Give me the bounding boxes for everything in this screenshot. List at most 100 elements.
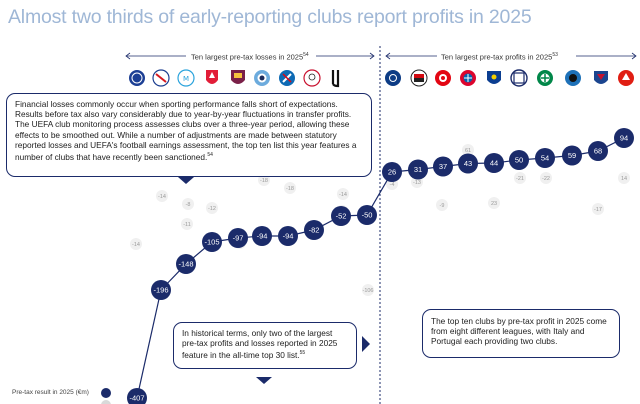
data-point bbox=[202, 232, 222, 252]
data-point bbox=[408, 159, 428, 180]
marseille-crest-icon: M bbox=[177, 69, 195, 87]
data-point bbox=[562, 145, 582, 166]
background-point bbox=[462, 144, 474, 156]
background-label: -8 bbox=[186, 202, 191, 208]
data-point bbox=[304, 220, 324, 240]
data-point bbox=[331, 206, 351, 226]
background-label: 23 bbox=[491, 201, 497, 207]
background-label: -14 bbox=[339, 192, 347, 198]
data-label: -97 bbox=[233, 234, 244, 243]
data-point bbox=[151, 280, 171, 300]
background-point bbox=[181, 218, 193, 230]
svg-text:M: M bbox=[183, 75, 189, 83]
data-label: -94 bbox=[257, 232, 268, 241]
legend-label: Pre-tax result in 2025 (€m) bbox=[12, 389, 89, 396]
atalanta-crest-icon bbox=[565, 70, 581, 86]
aston-villa-crest-icon bbox=[231, 70, 245, 84]
crystal-palace-crest-icon bbox=[594, 71, 608, 84]
losses-header-rule bbox=[125, 52, 375, 60]
legend-swatch bbox=[101, 388, 111, 398]
data-point bbox=[382, 162, 402, 182]
profits-section-heading: Ten largest pre-tax profits in 202553 bbox=[441, 52, 558, 62]
background-label: -18 bbox=[286, 186, 294, 192]
inter-crest-icon bbox=[510, 69, 528, 87]
profits-callout: The top ten clubs by pre-tax profit in 2… bbox=[422, 309, 620, 358]
background-label: -12 bbox=[208, 206, 216, 212]
data-point bbox=[228, 228, 248, 248]
background-label: -14 bbox=[158, 194, 166, 200]
celtic-crest-icon bbox=[537, 70, 553, 86]
lille-crest-icon bbox=[618, 70, 634, 86]
feyenoord-crest-icon bbox=[410, 69, 428, 87]
data-label: -50 bbox=[362, 211, 373, 220]
losses-callout: Financial losses commonly occur when spo… bbox=[6, 93, 372, 177]
strasbourg-crest-icon bbox=[279, 70, 295, 86]
background-label: -17 bbox=[594, 207, 602, 213]
data-label: -94 bbox=[283, 232, 294, 241]
data-point bbox=[535, 148, 555, 168]
background-point bbox=[540, 172, 552, 184]
ajax-crest-icon bbox=[303, 69, 321, 87]
nottingham-forest-crest-icon bbox=[206, 70, 218, 84]
background-label: -14 bbox=[132, 242, 140, 248]
background-label: -11 bbox=[183, 222, 191, 228]
data-label: 31 bbox=[414, 165, 422, 174]
page-title: Almost two thirds of early-reporting clu… bbox=[8, 6, 532, 28]
data-label: 59 bbox=[568, 151, 576, 160]
data-points: -407 -196 -148 -105 -97 -94 -94 -82 -52 -50 26 31 37… bbox=[127, 128, 634, 404]
down-arrow-icon bbox=[178, 177, 194, 184]
background-point bbox=[436, 199, 448, 211]
background-point bbox=[362, 284, 374, 296]
data-point bbox=[614, 128, 634, 148]
data-label: -407 bbox=[129, 394, 144, 403]
data-label: -52 bbox=[336, 212, 347, 221]
lyon-crest-icon bbox=[152, 69, 170, 87]
history-callout: In historical terms, only two of the lar… bbox=[173, 322, 357, 369]
data-label: -196 bbox=[153, 286, 168, 295]
background-label: -106 bbox=[362, 288, 373, 294]
data-label: 43 bbox=[464, 159, 472, 168]
background-label: -9 bbox=[440, 203, 445, 209]
data-point bbox=[509, 150, 529, 170]
background-point bbox=[618, 172, 630, 184]
background-label: -21 bbox=[516, 176, 524, 182]
data-label: 54 bbox=[541, 154, 549, 163]
chelsea-crest-icon bbox=[129, 70, 145, 86]
background-point bbox=[488, 197, 500, 209]
data-label: 26 bbox=[388, 168, 396, 177]
data-point bbox=[127, 388, 147, 404]
background-label: -4 bbox=[390, 182, 395, 188]
data-point bbox=[484, 153, 504, 173]
data-label: 68 bbox=[594, 147, 602, 156]
background-point bbox=[156, 190, 168, 202]
porto-crest-icon bbox=[487, 71, 501, 84]
data-label: -105 bbox=[204, 238, 219, 247]
right-arrow-icon bbox=[362, 336, 370, 352]
background-label: 61 bbox=[465, 148, 471, 154]
background-label: -22 bbox=[542, 176, 550, 182]
data-point bbox=[588, 141, 608, 161]
manchester-city-crest-icon bbox=[254, 70, 270, 86]
data-label: -148 bbox=[178, 260, 193, 269]
background-point bbox=[258, 174, 270, 186]
losses-section-heading: Ten largest pre-tax losses in 202554 bbox=[191, 52, 309, 62]
background-point bbox=[182, 198, 194, 210]
data-point bbox=[458, 153, 478, 174]
background-label: 14 bbox=[621, 176, 627, 182]
background-point bbox=[130, 238, 142, 250]
background-point bbox=[337, 188, 349, 200]
data-point bbox=[176, 254, 196, 274]
data-label: 37 bbox=[439, 162, 447, 171]
bayern-crest-icon bbox=[460, 70, 476, 86]
juventus-crest-icon bbox=[331, 70, 340, 88]
benfica-crest-icon bbox=[435, 70, 451, 86]
data-point bbox=[357, 205, 377, 225]
data-point bbox=[433, 156, 453, 177]
background-point bbox=[592, 203, 604, 215]
data-point bbox=[252, 226, 272, 246]
data-label: 44 bbox=[490, 159, 498, 168]
data-point bbox=[278, 226, 298, 246]
legend-swatch-secondary bbox=[101, 400, 111, 404]
data-label: 50 bbox=[515, 156, 523, 165]
